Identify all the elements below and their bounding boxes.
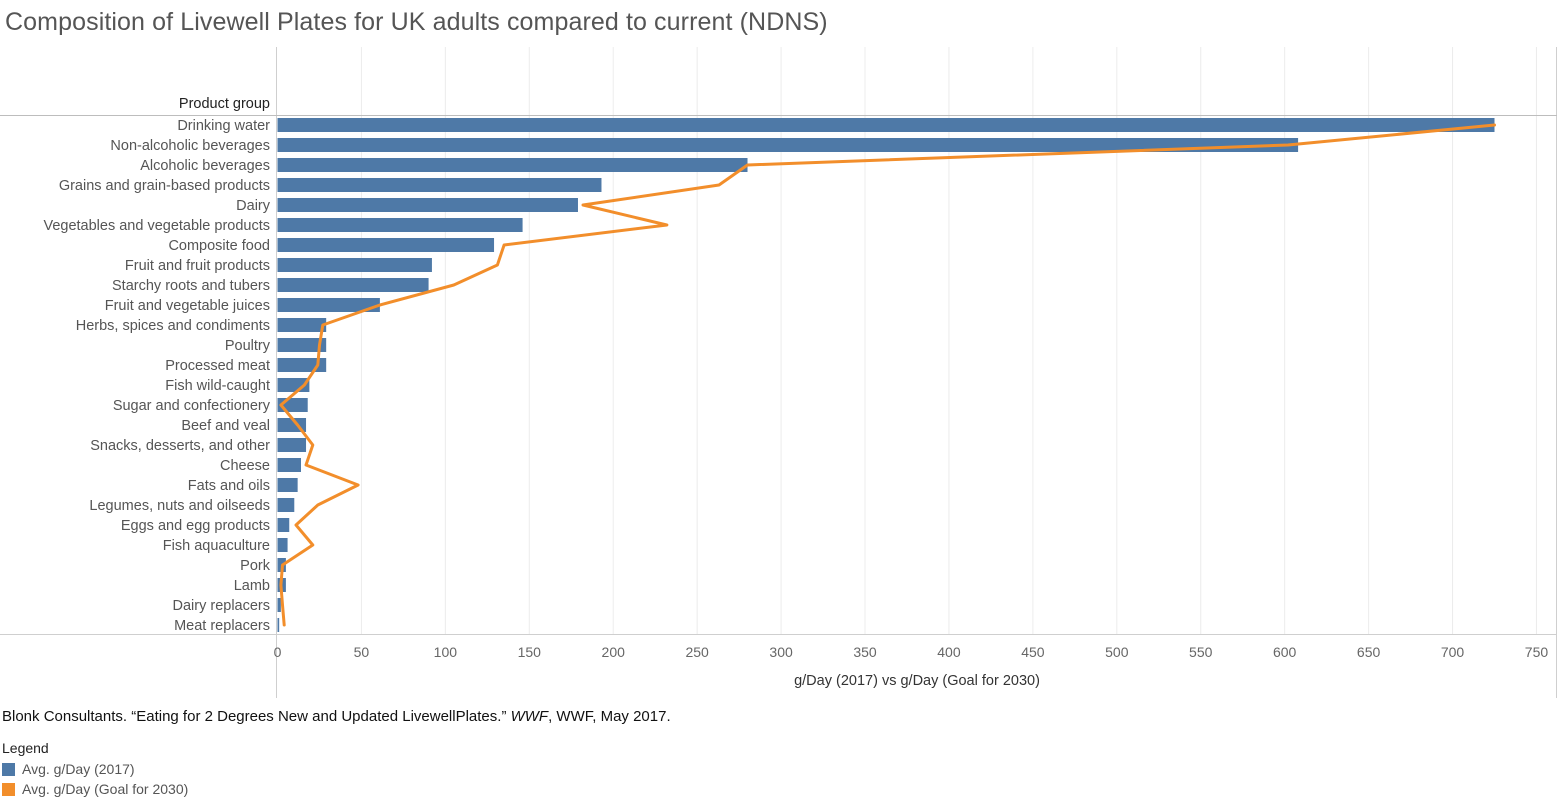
legend-title: Legend — [2, 740, 49, 756]
x-tick-label-250: 250 — [685, 644, 709, 660]
category-label-meat-replacers: Meat replacers — [174, 618, 270, 634]
bar-meat-replacers — [277, 618, 280, 632]
x-tick-label-150: 150 — [518, 644, 542, 660]
category-label-fats-and-oils: Fats and oils — [188, 478, 270, 494]
bar-vegetables-and-vegetable-products — [277, 218, 523, 232]
x-tick-label-400: 400 — [937, 644, 961, 660]
legend-swatch-2017 — [2, 762, 15, 776]
bar-non-alcoholic-beverages — [277, 138, 1299, 152]
category-label-drinking-water: Drinking water — [177, 118, 270, 134]
bar-fats-and-oils — [277, 478, 298, 492]
x-tick-label-500: 500 — [1105, 644, 1129, 660]
category-label-fish-wild-caught: Fish wild-caught — [165, 378, 270, 394]
legend-label-2017: Avg. g/Day (2017) — [22, 761, 135, 777]
chart-area: Product group Drinking water Non-alcoholic… — [0, 47, 1557, 698]
category-label-alcoholic-beverages: Alcoholic beverages — [140, 158, 270, 174]
bar-starchy-roots-and-tubers — [277, 278, 429, 292]
bar-fish-aquaculture — [277, 538, 288, 552]
legend-item-2030[interactable]: Avg. g/Day (Goal for 2030) — [2, 779, 188, 799]
x-tick-label-300: 300 — [769, 644, 793, 660]
bar-dairy — [277, 198, 578, 212]
category-label-sugar-and-confectionery: Sugar and confectionery — [113, 398, 271, 414]
category-label-vegetables-and-vegetable-products: Vegetables and vegetable products — [43, 218, 270, 234]
category-label-processed-meat: Processed meat — [165, 358, 270, 374]
x-tick-label-550: 550 — [1189, 644, 1213, 660]
citation-source: WWF — [510, 708, 549, 725]
bar-eggs-and-egg-products — [277, 518, 290, 532]
category-label-dairy: Dairy — [236, 198, 271, 214]
x-tick-label-50: 50 — [354, 644, 370, 660]
bar-alcoholic-beverages — [277, 158, 748, 172]
category-label-cheese: Cheese — [220, 458, 270, 474]
x-tick-label-650: 650 — [1357, 644, 1381, 660]
x-tick-label-750: 750 — [1525, 644, 1549, 660]
chart-title: Composition of Livewell Plates for UK ad… — [5, 8, 828, 36]
category-header: Product group — [179, 96, 270, 112]
category-label-eggs-and-egg-products: Eggs and egg products — [121, 518, 270, 534]
series-line-goal-2030 — [279, 123, 1496, 627]
category-label-beef-and-veal: Beef and veal — [181, 418, 270, 434]
category-label-fish-aquaculture: Fish aquaculture — [163, 538, 270, 554]
x-tick-label-450: 450 — [1021, 644, 1045, 660]
category-label-pork: Pork — [240, 558, 271, 574]
x-tick-label-600: 600 — [1273, 644, 1297, 660]
x-tick-label-200: 200 — [602, 644, 626, 660]
bar-poultry — [277, 338, 327, 352]
category-label-dairy-replacers: Dairy replacers — [173, 598, 271, 614]
legend-swatch-2030 — [2, 782, 15, 796]
x-tick-label-100: 100 — [434, 644, 458, 660]
x-tick-label-0: 0 — [274, 644, 282, 660]
category-label-fruit-and-fruit-products: Fruit and fruit products — [125, 258, 270, 274]
category-label-starchy-roots-and-tubers: Starchy roots and tubers — [112, 278, 270, 294]
x-tick-label-700: 700 — [1441, 644, 1465, 660]
bar-fruit-and-vegetable-juices — [277, 298, 380, 312]
category-label-composite-food: Composite food — [168, 238, 270, 254]
citation: Blonk Consultants. “Eating for 2 Degrees… — [2, 708, 671, 725]
category-label-fruit-and-vegetable-juices: Fruit and vegetable juices — [105, 298, 270, 314]
category-label-lamb: Lamb — [234, 578, 270, 594]
x-axis-label: g/Day (2017) vs g/Day (Goal for 2030) — [794, 673, 1040, 689]
legend-label-2030: Avg. g/Day (Goal for 2030) — [22, 781, 189, 797]
legend-item-2017[interactable]: Avg. g/Day (2017) — [2, 759, 188, 779]
category-label-legumes-nuts-and-oilseeds: Legumes, nuts and oilseeds — [89, 498, 270, 514]
category-label-herbs-spices-and-condiments: Herbs, spices and condiments — [76, 318, 270, 334]
bar-grains-and-grain-based-products — [277, 178, 602, 192]
bar-composite-food — [277, 238, 495, 252]
bar-fruit-and-fruit-products — [277, 258, 432, 272]
category-label-snacks-desserts-and-other: Snacks, desserts, and other — [90, 438, 270, 454]
bar-legumes-nuts-and-oilseeds — [277, 498, 295, 512]
bar-herbs-spices-and-condiments — [277, 318, 327, 332]
category-label-poultry: Poultry — [225, 338, 271, 354]
category-label-non-alcoholic-beverages: Non-alcoholic beverages — [110, 138, 270, 154]
category-label-grains-and-grain-based-products: Grains and grain-based products — [59, 178, 270, 194]
bar-drinking-water — [277, 118, 1495, 132]
bar-cheese — [277, 458, 302, 472]
bar-snacks-desserts-and-other — [277, 438, 307, 452]
citation-text: Blonk Consultants. “Eating for 2 Degrees… — [2, 708, 511, 725]
citation-tail: , WWF, May 2017. — [548, 708, 671, 725]
x-tick-label-350: 350 — [853, 644, 877, 660]
bar-dairy-replacers — [277, 598, 281, 612]
legend: Legend Avg. g/Day (2017) Avg. g/Day (Goa… — [2, 740, 188, 799]
